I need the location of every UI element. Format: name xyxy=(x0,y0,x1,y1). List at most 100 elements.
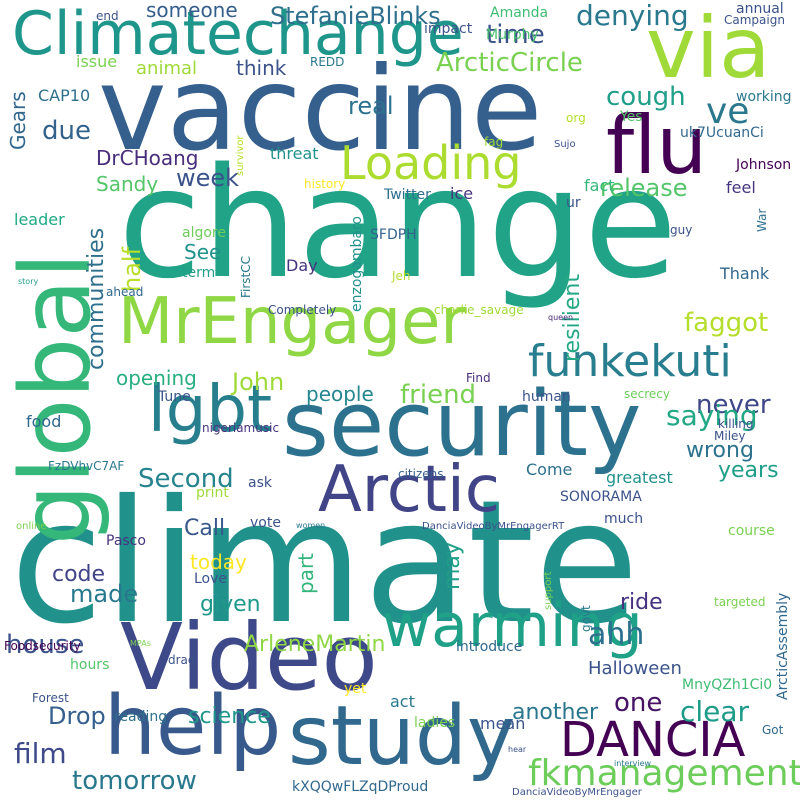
word: org xyxy=(566,111,586,125)
word: greatest xyxy=(606,468,673,487)
word: house xyxy=(6,630,85,660)
word: never xyxy=(696,390,771,420)
word: week xyxy=(176,164,240,192)
word: people xyxy=(306,382,374,406)
word: Second xyxy=(138,464,234,494)
word: yet xyxy=(344,681,367,697)
word: Foodsecurity xyxy=(4,639,81,653)
word: release xyxy=(600,174,688,202)
word: hear xyxy=(508,745,527,754)
word: lgbt xyxy=(148,373,273,447)
word: may xyxy=(440,542,465,590)
word: Come xyxy=(526,460,573,479)
word: Love xyxy=(194,571,228,587)
word: guy xyxy=(670,223,693,237)
word: SFDPH xyxy=(370,227,417,243)
word: Halloween xyxy=(588,658,682,679)
word: annual xyxy=(736,1,784,17)
word: working xyxy=(736,89,792,105)
word: SONORAMA xyxy=(560,489,642,505)
word: ahh xyxy=(588,617,645,652)
word: Murphy xyxy=(486,27,539,43)
word: friend xyxy=(400,380,477,410)
word: Got xyxy=(762,723,784,737)
word: John xyxy=(232,368,285,396)
word: citizens xyxy=(398,467,444,481)
word: mean xyxy=(480,714,526,733)
word: ice xyxy=(450,184,474,203)
word: Miley xyxy=(714,429,746,443)
word: support xyxy=(543,571,554,610)
word: FirstCC xyxy=(239,255,253,298)
word: today xyxy=(190,550,247,574)
word: flu xyxy=(606,99,708,192)
word: reading xyxy=(114,709,168,725)
word: cough xyxy=(606,82,686,112)
word: ahead xyxy=(106,285,144,299)
word: targeted xyxy=(714,595,766,609)
word: See xyxy=(184,240,222,264)
word: someone xyxy=(146,0,238,22)
word: human xyxy=(522,389,571,405)
word: time xyxy=(486,20,545,50)
word: REDD xyxy=(310,55,345,69)
word: MPAs xyxy=(130,639,151,648)
word: vote xyxy=(250,515,281,531)
word: faggot xyxy=(684,308,769,338)
word: given xyxy=(200,592,261,617)
word: MrEngager xyxy=(118,285,467,359)
word: funkekuti xyxy=(528,336,732,387)
word: fag xyxy=(484,135,504,149)
word: change xyxy=(118,135,678,312)
word: saying xyxy=(666,399,758,432)
word: Gears xyxy=(6,91,30,150)
word: hours xyxy=(70,657,110,673)
word: ride xyxy=(620,590,663,615)
word: Amanda xyxy=(490,5,549,21)
word: algore xyxy=(182,225,226,241)
word: Call xyxy=(184,516,226,541)
word: Thank xyxy=(720,264,770,283)
word: introduce xyxy=(456,639,523,655)
word: Video xyxy=(120,604,378,711)
word: code xyxy=(52,562,106,587)
word: much xyxy=(604,511,644,527)
word: term xyxy=(182,265,216,281)
word: kXQQwFLZqDProud xyxy=(292,779,429,795)
word: history xyxy=(304,177,346,191)
word: help xyxy=(104,679,282,774)
word: study xyxy=(288,689,516,784)
word: Find xyxy=(466,371,491,385)
word: DanciaVideoByMrEngagerRT xyxy=(422,521,565,532)
word: ve xyxy=(706,91,750,132)
word: ladies xyxy=(414,715,456,731)
word: made xyxy=(70,580,139,608)
word: wrong xyxy=(686,438,754,463)
word: Pasco xyxy=(106,533,146,549)
word: fact xyxy=(584,176,615,195)
word: Forest xyxy=(32,691,69,705)
word: Climatechange xyxy=(12,0,464,69)
word: think xyxy=(236,56,287,80)
word: denying xyxy=(576,0,689,32)
word: leader xyxy=(14,210,65,229)
word: act xyxy=(390,692,415,711)
word: Sandy xyxy=(96,172,159,196)
word: FzDVhvC7AF xyxy=(48,459,125,473)
word: ArcticCircle xyxy=(436,48,583,78)
word: ArcticAssembly xyxy=(775,592,791,700)
word: opening xyxy=(116,366,197,390)
word: course xyxy=(728,523,775,539)
word: story xyxy=(18,277,39,286)
word: impact xyxy=(424,21,473,37)
word: ArleneMartin xyxy=(244,632,386,657)
word: Johnson xyxy=(736,157,792,173)
word: one xyxy=(614,688,663,718)
word: years xyxy=(718,458,779,483)
word: StefanieBlinks xyxy=(270,2,441,30)
word: due xyxy=(42,116,91,146)
word: end xyxy=(96,9,119,23)
word: tomorrow xyxy=(72,766,197,796)
word: charlie_savage xyxy=(434,303,524,317)
